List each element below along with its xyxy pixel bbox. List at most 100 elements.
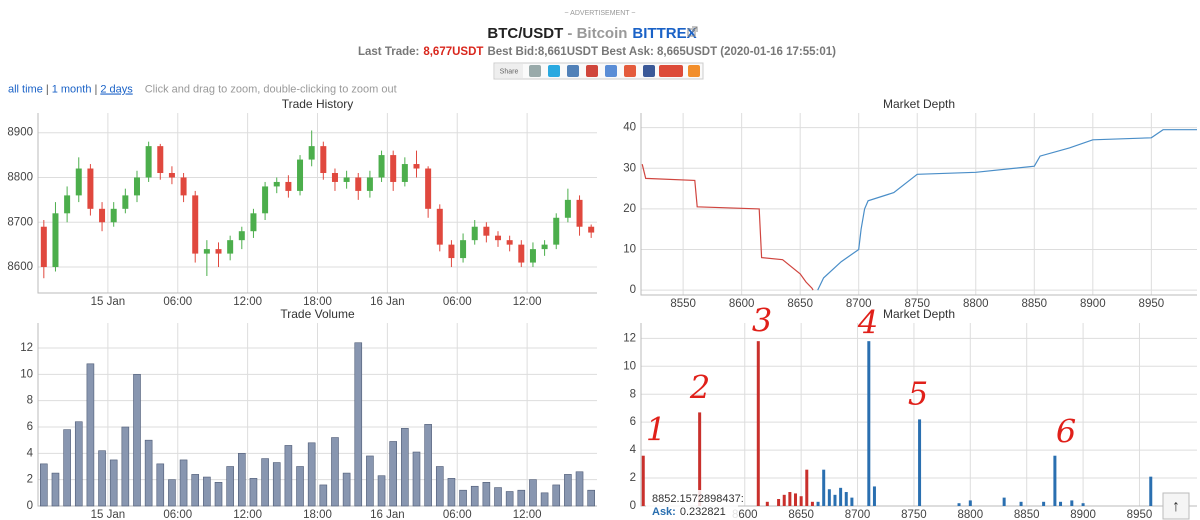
bar	[805, 469, 809, 506]
candle-body	[448, 244, 455, 259]
share-icon[interactable]	[688, 65, 700, 77]
candle-body	[436, 208, 443, 245]
candle-body	[378, 155, 385, 178]
bar	[765, 501, 769, 506]
bar	[412, 451, 421, 507]
bar	[191, 474, 200, 507]
bar	[822, 469, 826, 506]
candle-body	[366, 177, 373, 191]
chart: Trade History 8600 8700 8800 8900 15 Jan 06:00…	[7, 97, 597, 308]
bar	[850, 497, 854, 506]
annotation: 6	[1056, 413, 1076, 451]
candle-body	[529, 249, 536, 263]
x-tick-label: 8850	[1022, 298, 1048, 310]
bar	[756, 341, 760, 506]
x-tick-label: 16 Jan	[370, 509, 405, 520]
range-link[interactable]: 2 days	[100, 83, 133, 95]
bar	[74, 421, 83, 507]
candle-body	[355, 177, 362, 191]
bar	[144, 439, 153, 507]
x-tick-label: 8900	[1080, 298, 1106, 310]
x-tick-label: 12:00	[233, 296, 262, 308]
x-tick-label: 8550	[670, 298, 696, 310]
candle-body	[215, 249, 222, 254]
nav-separator: |	[94, 83, 97, 95]
nav-separator: |	[46, 83, 49, 95]
external-link-icon[interactable]	[687, 26, 698, 37]
bar	[777, 499, 781, 506]
y-tick-label: 4	[27, 447, 34, 459]
y-tick-label: 8700	[7, 216, 33, 228]
y-tick-label: 2	[630, 472, 636, 484]
bar	[505, 491, 514, 507]
share-icon[interactable]	[567, 65, 579, 77]
share-icon[interactable]	[659, 65, 683, 77]
bar	[179, 459, 188, 507]
share-icon[interactable]	[529, 65, 541, 77]
bar	[98, 450, 106, 507]
share-icon[interactable]	[605, 65, 617, 77]
x-tick-label: 12:00	[233, 509, 262, 520]
x-tick-label: 8750	[904, 298, 930, 310]
range-link[interactable]: all time	[8, 83, 43, 95]
x-tick-label: 8950	[1127, 509, 1153, 520]
bar	[968, 500, 972, 506]
exchange-link[interactable]: BITTREX	[632, 25, 696, 42]
candle-body	[203, 249, 210, 254]
candle-body	[401, 164, 408, 182]
y-tick-label: 8	[27, 395, 33, 407]
y-tick-label: 0	[27, 500, 33, 512]
pair: BTC/USDT	[487, 25, 563, 42]
bar	[214, 482, 223, 507]
scroll-top-button[interactable]	[1162, 492, 1190, 520]
share-bar: Share	[493, 62, 704, 80]
candle-body	[180, 177, 187, 196]
bar	[872, 486, 876, 506]
chart: Trade Volume 0 2 4 6 8 10 12 15 Jan 06:00 12:00 18:…	[20, 307, 597, 520]
bar	[494, 487, 502, 507]
bar	[810, 501, 814, 506]
title-line: BTC/USDT - Bitcoin BITTREX	[487, 25, 696, 42]
bar	[319, 484, 328, 507]
depth-line	[817, 129, 1197, 291]
bar	[459, 489, 467, 507]
bar	[552, 484, 561, 507]
advertisement: ~ ADVERTISEMENT ~	[565, 10, 636, 17]
share-icon[interactable]	[586, 65, 598, 77]
share-label: Share	[500, 68, 519, 75]
candle-body	[227, 240, 234, 254]
share-icon[interactable]	[548, 65, 560, 77]
y-tick-label: 8800	[7, 172, 33, 184]
candle-body	[110, 208, 117, 223]
tooltip-box	[646, 490, 738, 518]
y-tick-label: 40	[623, 122, 636, 134]
bar	[51, 472, 60, 507]
share-icon[interactable]	[643, 65, 655, 77]
range-link[interactable]: 1 month	[52, 83, 92, 95]
last-trade: 8,677USDT	[423, 46, 483, 58]
y-tick-label: 10	[623, 244, 636, 256]
range-nav: all time | 1 month | 2 days Click and drag to…	[8, 83, 397, 95]
candle-body	[553, 217, 560, 245]
scroll-top[interactable]: ↑	[1162, 492, 1190, 520]
y-tick-label: 8900	[7, 127, 33, 139]
zoom-hint: Click and drag to zoom, double-clicking …	[145, 83, 397, 95]
bar	[307, 442, 316, 507]
y-tick-label: 2	[27, 474, 33, 486]
bar	[331, 437, 339, 507]
x-tick-label: 8700	[846, 298, 872, 310]
candle-body	[192, 195, 199, 254]
x-tick-label: 15 Jan	[91, 296, 126, 308]
bar	[517, 489, 526, 507]
bar	[918, 419, 922, 506]
bar	[226, 466, 234, 507]
y-tick-label: 12	[623, 332, 636, 344]
bar	[957, 503, 961, 506]
x-tick-label: 8600	[732, 509, 758, 520]
share-icon[interactable]	[624, 65, 636, 77]
y-tick-label: 20	[623, 203, 636, 215]
bar	[86, 363, 95, 507]
bar	[389, 441, 397, 507]
share-button[interactable]	[495, 64, 523, 78]
bar	[1059, 501, 1063, 506]
